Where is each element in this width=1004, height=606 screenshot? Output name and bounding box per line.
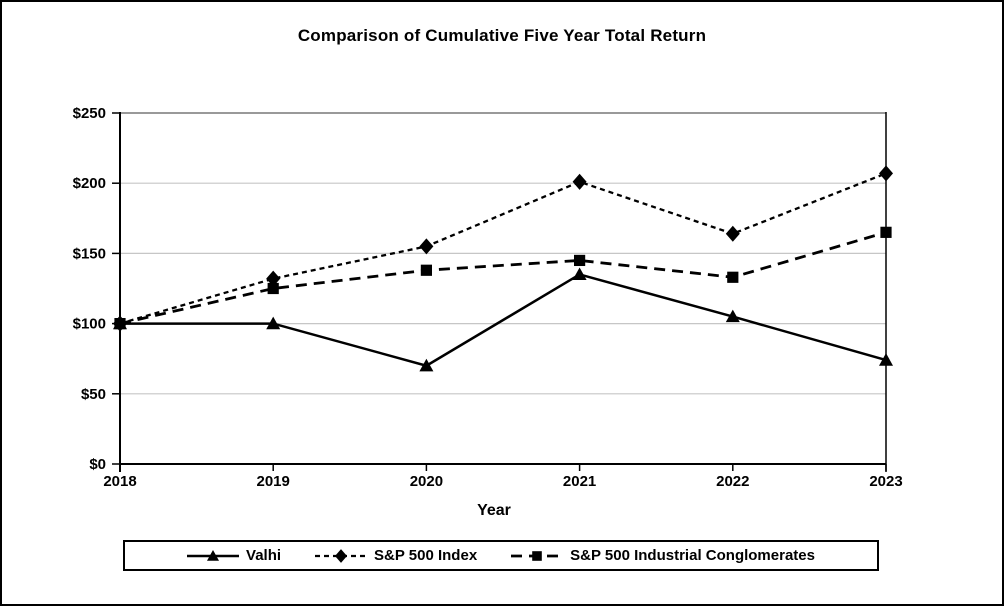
sp500-index-line-sample-icon [315, 548, 368, 563]
legend-label-valhi: Valhi [246, 547, 282, 564]
data-point-marker [879, 353, 893, 366]
data-point-marker [725, 225, 740, 242]
x-axis-tick-label: 2022 [716, 473, 749, 490]
series-line [120, 273, 887, 368]
data-point-marker [420, 264, 432, 276]
chart-legend: Valhi S&P 500 Index S&P 500 Industrial C… [123, 540, 879, 571]
data-point-marker [114, 318, 126, 330]
legend-item-sp500-index: S&P 500 Index [315, 548, 477, 564]
series-line [119, 172, 887, 325]
data-point-marker [572, 173, 587, 190]
x-axis-tick-label: 2019 [257, 473, 290, 490]
x-axis-tick-label: 2023 [869, 473, 902, 490]
data-point-marker [266, 316, 281, 330]
x-axis-tick-label: 2018 [103, 473, 136, 490]
y-axis-tick-label: $100 [73, 316, 106, 333]
data-point-marker [572, 267, 587, 281]
legend-marker [532, 550, 542, 561]
series-line [119, 230, 887, 325]
y-axis-tick-label: $150 [73, 245, 106, 262]
chart-title: Comparison of Cumulative Five Year Total… [297, 26, 707, 45]
x-axis-tick-label: 2021 [563, 473, 596, 490]
data-point-marker [266, 270, 281, 287]
data-point-marker [267, 282, 279, 295]
data-point-marker [574, 254, 586, 267]
valhi-line-sample-icon [187, 549, 240, 561]
data-point-marker [419, 238, 434, 255]
y-axis-tick-label: $200 [73, 175, 106, 192]
y-axis-tick-label: $50 [81, 386, 106, 403]
legend-item-sp500-industrial-conglomerates: S&P 500 Industrial Conglomerates [511, 548, 815, 564]
x-axis-tick-label: 2020 [410, 473, 443, 490]
legend-label-sp500-index: S&P 500 Index [374, 547, 478, 564]
data-point-marker [725, 309, 740, 323]
y-axis-tick-label: $250 [73, 105, 106, 122]
legend-marker [335, 548, 348, 563]
legend-item-valhi: Valhi [187, 548, 281, 564]
x-axis-title: Year [477, 502, 511, 519]
data-point-marker [879, 165, 893, 182]
data-point-marker [419, 358, 434, 372]
legend-label-sp500-industrial-conglomerates: S&P 500 Industrial Conglomerates [570, 547, 815, 564]
legend-marker [207, 549, 220, 561]
sp500-industrial-conglomerates-line-sample-icon [511, 550, 564, 561]
data-point-marker [727, 271, 739, 283]
data-point-marker [880, 226, 892, 238]
y-axis-tick-label: $0 [89, 456, 106, 473]
